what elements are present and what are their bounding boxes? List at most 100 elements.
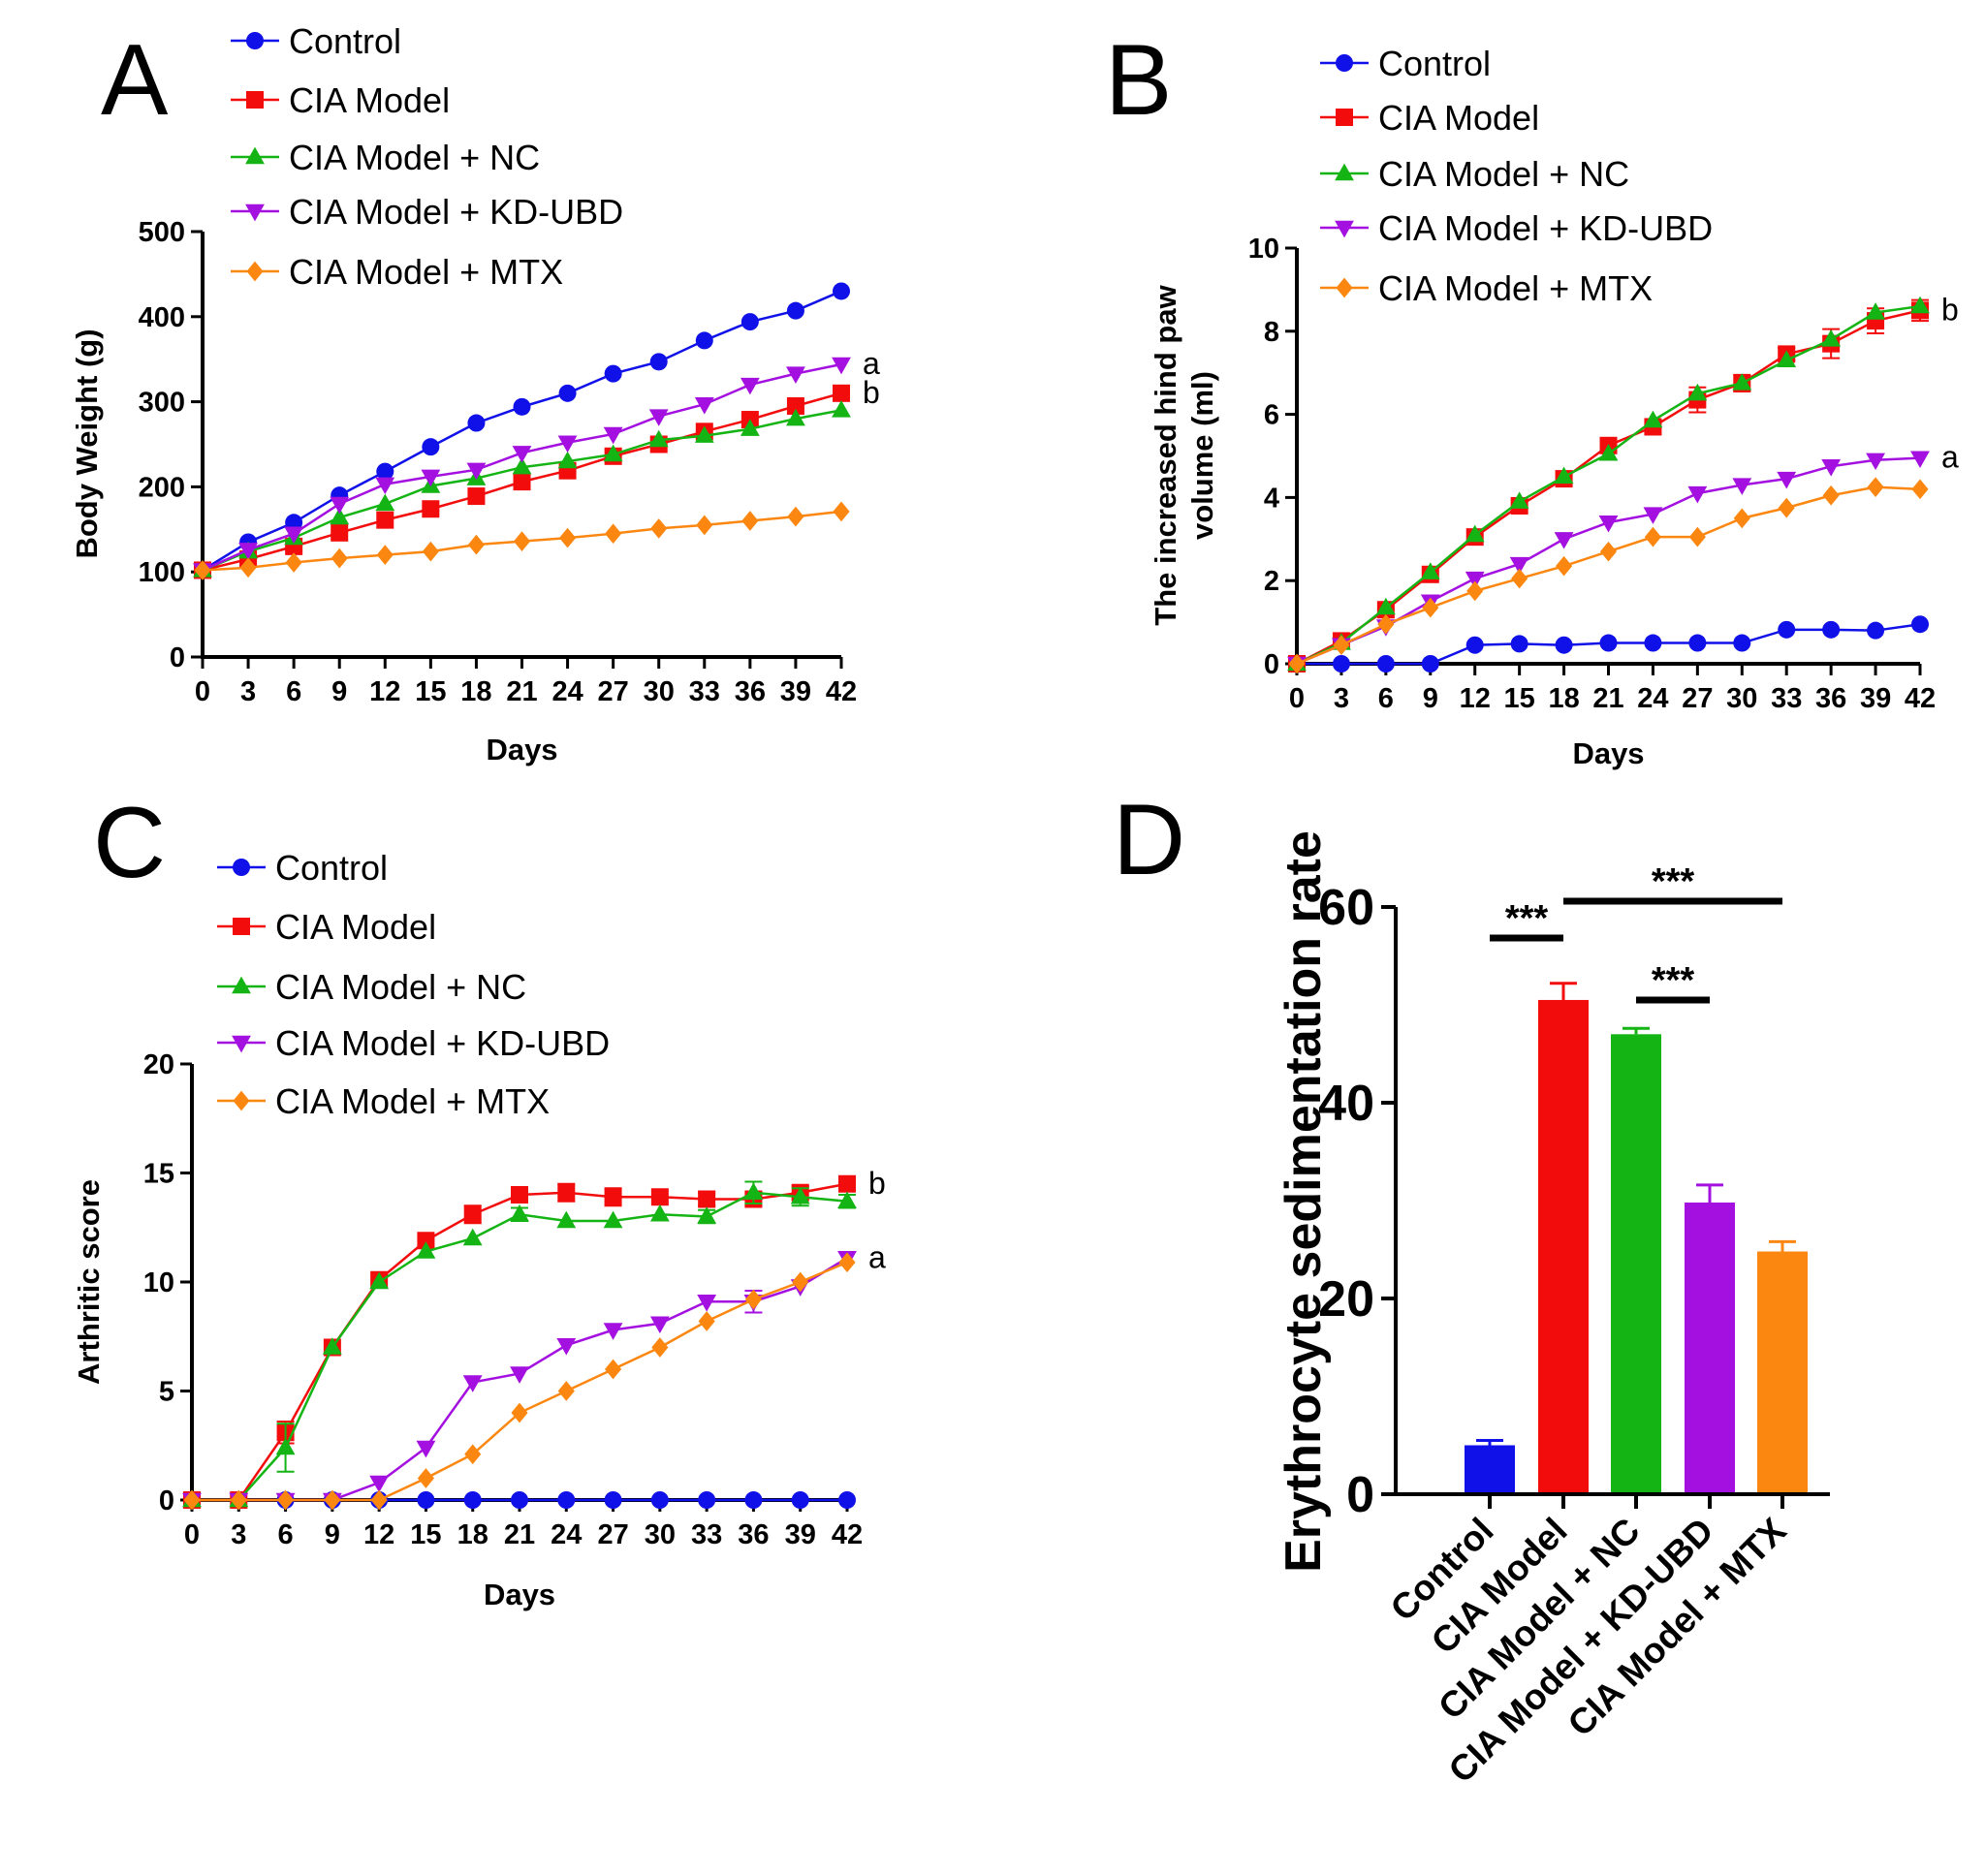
data-point bbox=[513, 397, 531, 416]
x-tick-label: 30 bbox=[1726, 683, 1757, 714]
bar-control bbox=[1465, 1445, 1515, 1494]
data-point bbox=[786, 396, 804, 415]
data-point bbox=[792, 1271, 809, 1293]
series-cia-model-mtx bbox=[194, 501, 850, 580]
data-point bbox=[512, 446, 532, 463]
data-point bbox=[1555, 636, 1573, 654]
panel-a: A0 3 6 9 12 15 18 21 24 27 30 33 36 39 420100200300400… bbox=[70, 21, 880, 766]
legend-item-cia-model-mtx: CIA Model + MTX bbox=[1320, 268, 1653, 308]
x-axis-title: Days bbox=[1572, 736, 1644, 770]
legend-label: CIA Model + KD-UBD bbox=[289, 192, 623, 232]
x-tick-label: 33 bbox=[1771, 683, 1802, 714]
legend-item-cia-model-kd-ubd: CIA Model + KD-UBD bbox=[1320, 208, 1713, 248]
x-axis-title: Days bbox=[484, 1578, 555, 1611]
x-tick-label: 42 bbox=[826, 676, 857, 707]
series-cia-model bbox=[183, 1174, 856, 1509]
data-point bbox=[697, 1206, 717, 1224]
data-point bbox=[557, 1183, 576, 1202]
x-tick-label: 15 bbox=[415, 676, 446, 707]
data-point bbox=[832, 357, 851, 375]
legend-marker-diamond-icon bbox=[246, 261, 264, 282]
data-point bbox=[557, 435, 578, 453]
data-point bbox=[603, 1323, 623, 1340]
data-point bbox=[1866, 302, 1885, 320]
x-tick-label: 27 bbox=[598, 676, 629, 707]
data-point bbox=[791, 1491, 809, 1509]
data-point bbox=[1420, 562, 1440, 579]
panel-letter: D bbox=[1113, 784, 1185, 896]
data-point bbox=[649, 1316, 670, 1334]
legend-marker-square-icon bbox=[233, 918, 250, 935]
y-tick-label: 20 bbox=[1318, 1271, 1374, 1328]
group-annotation: b bbox=[868, 1166, 886, 1201]
data-point bbox=[787, 506, 804, 527]
data-point bbox=[1822, 485, 1840, 506]
data-point bbox=[463, 1491, 482, 1509]
legend-item-control: Control bbox=[1320, 44, 1491, 83]
legend-label: Control bbox=[1378, 44, 1491, 83]
data-point bbox=[511, 1402, 528, 1423]
x-tick-label: 24 bbox=[551, 1519, 582, 1550]
data-point bbox=[370, 1489, 388, 1511]
significance-bracket: *** bbox=[1563, 861, 1782, 905]
data-point bbox=[833, 501, 850, 522]
data-point bbox=[557, 451, 578, 469]
legend-item-cia-model-mtx: CIA Model + MTX bbox=[231, 252, 563, 292]
data-point bbox=[375, 477, 395, 495]
panel-letter: A bbox=[101, 24, 169, 137]
data-point bbox=[467, 487, 486, 506]
data-point bbox=[743, 1182, 764, 1200]
data-point bbox=[1910, 451, 1930, 468]
data-point bbox=[1821, 329, 1842, 347]
data-point bbox=[1911, 479, 1929, 500]
data-point bbox=[421, 469, 441, 487]
data-point bbox=[650, 1491, 669, 1509]
series-cia-model-nc bbox=[1287, 296, 1930, 672]
data-point bbox=[650, 1188, 669, 1206]
data-point bbox=[557, 1381, 575, 1401]
bar-cia-model-nc bbox=[1611, 1034, 1661, 1494]
y-tick-label: 5 bbox=[159, 1377, 174, 1408]
data-point bbox=[1867, 621, 1885, 640]
data-point bbox=[1554, 466, 1574, 485]
data-point bbox=[1554, 532, 1574, 549]
data-point bbox=[698, 1311, 715, 1331]
data-point bbox=[464, 1444, 482, 1465]
data-point bbox=[649, 1204, 670, 1222]
data-point bbox=[558, 384, 577, 402]
x-tick-label: 12 bbox=[1460, 683, 1491, 714]
x-tick-label: 42 bbox=[832, 1519, 863, 1550]
data-point bbox=[1599, 541, 1618, 562]
y-tick-label: 10 bbox=[143, 1267, 174, 1298]
data-point bbox=[556, 1210, 577, 1229]
data-point bbox=[183, 1489, 201, 1511]
legend-label: Control bbox=[289, 21, 401, 61]
data-point bbox=[1910, 296, 1930, 314]
data-point bbox=[1509, 491, 1529, 509]
group-annotation: a bbox=[868, 1239, 886, 1274]
legend-item-cia-model-nc: CIA Model + NC bbox=[231, 138, 540, 177]
data-point bbox=[1422, 597, 1439, 618]
y-tick-label: 500 bbox=[139, 217, 185, 248]
data-point bbox=[376, 545, 394, 565]
data-point bbox=[1598, 515, 1619, 533]
data-point bbox=[838, 1252, 856, 1273]
data-point bbox=[1288, 653, 1306, 674]
data-point bbox=[556, 1338, 577, 1356]
data-point bbox=[694, 425, 714, 443]
legend-marker-circle-icon bbox=[233, 859, 250, 876]
data-point bbox=[512, 456, 532, 475]
x-tick-label: 24 bbox=[551, 676, 583, 707]
bar-cia-model-mtx bbox=[1757, 1251, 1808, 1494]
data-point bbox=[462, 1375, 483, 1392]
data-point bbox=[648, 409, 669, 426]
panel-c: C0 3 6 9 12 15 18 21 24 27 30 33 36 39 4205101520DaysA… bbox=[72, 787, 886, 1611]
data-point bbox=[557, 1491, 576, 1509]
data-point bbox=[511, 1186, 528, 1204]
data-point bbox=[1687, 383, 1708, 401]
x-tick-label: 6 bbox=[1378, 683, 1394, 714]
y-tick-label: 0 bbox=[159, 1485, 174, 1516]
legend-marker-triangle-down-icon bbox=[245, 203, 265, 222]
data-point bbox=[604, 1188, 622, 1206]
